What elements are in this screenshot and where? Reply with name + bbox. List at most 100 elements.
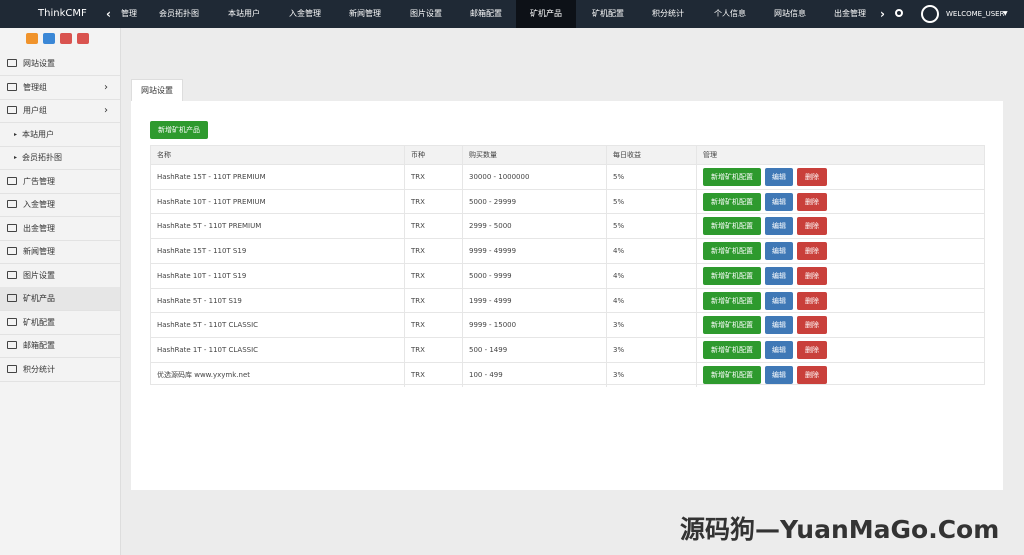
bullet: ▸ bbox=[14, 154, 18, 161]
refresh-icon[interactable] bbox=[895, 9, 903, 17]
top-tab[interactable]: 图片设置 bbox=[410, 9, 442, 18]
action-button[interactable]: 编辑 bbox=[765, 217, 793, 236]
sidebar-item[interactable]: 本站用户 ▸ bbox=[0, 123, 120, 147]
sidebar-label[interactable]: 管理组 bbox=[23, 82, 47, 92]
sidebar-item[interactable]: 图片设置 bbox=[0, 264, 120, 288]
user-name[interactable]: WELCOME_USER bbox=[946, 10, 1005, 18]
top-tab[interactable]: 管理 bbox=[121, 9, 137, 18]
sidebar-label[interactable]: 广告管理 bbox=[23, 176, 55, 186]
page-tab[interactable]: 网站设置 bbox=[131, 79, 183, 101]
action-button[interactable]: 删除 bbox=[797, 365, 827, 384]
top-tab[interactable]: 矿机产品 bbox=[516, 0, 576, 28]
action-button[interactable]: 新增矿机配置 bbox=[703, 266, 761, 285]
sidebar-label[interactable]: 入金管理 bbox=[23, 200, 55, 209]
next-arrow[interactable]: › bbox=[880, 7, 885, 21]
top-tab[interactable]: 出金管理 bbox=[834, 9, 866, 18]
sidebar-label[interactable]: 网站设置 bbox=[23, 59, 55, 68]
sidebar: 网站设置 管理组 › 用户组 › 本站用户 ▸ 会员拓扑图 ▸ 广告管理 入金管理 出金管理 新闻管理图… bbox=[0, 28, 121, 555]
table-row: HashRate 10T - 110T S19 TRX 5000 - 9999 4% 新… bbox=[151, 262, 984, 288]
top-tab[interactable]: 会员拓扑图 bbox=[159, 9, 199, 18]
sidebar-item[interactable]: 会员拓扑图 ▸ bbox=[0, 146, 120, 170]
top-tab[interactable]: 邮箱配置 bbox=[470, 9, 502, 18]
sidebar-icon bbox=[7, 270, 17, 279]
action-button[interactable]: 新增矿机配置 bbox=[703, 217, 761, 236]
action-button[interactable]: 编辑 bbox=[765, 192, 793, 211]
action-button[interactable]: 新增矿机配置 bbox=[703, 291, 761, 310]
action-button[interactable]: 编辑 bbox=[765, 316, 793, 335]
action-button[interactable]: 删除 bbox=[797, 340, 827, 359]
action-button[interactable]: 删除 bbox=[797, 192, 827, 211]
sidebar-label[interactable]: 会员拓扑图 bbox=[22, 153, 62, 162]
action-button[interactable]: 删除 bbox=[797, 291, 827, 310]
prev-arrow[interactable]: ‹ bbox=[106, 7, 111, 21]
sidebar-item[interactable]: 广告管理 bbox=[0, 170, 120, 194]
sidebar-icon bbox=[7, 364, 17, 373]
header-cell: 每日收益 bbox=[607, 146, 697, 164]
sidebar-label[interactable]: 邮箱配置 bbox=[23, 341, 55, 350]
sidebar-item[interactable]: 邮箱配置 bbox=[0, 334, 120, 358]
sidebar-item[interactable]: 出金管理 bbox=[0, 217, 120, 241]
action-button[interactable]: 编辑 bbox=[765, 291, 793, 310]
action-button[interactable]: 编辑 bbox=[765, 168, 793, 186]
top-tab[interactable]: 入金管理 bbox=[289, 9, 321, 18]
action-button[interactable]: 编辑 bbox=[765, 242, 793, 261]
sidebar-item[interactable]: 矿机产品 bbox=[0, 287, 120, 311]
action-button[interactable]: 新增矿机配置 bbox=[703, 192, 761, 211]
action-button[interactable]: 新增矿机配置 bbox=[703, 340, 761, 359]
table-cell: 1999 - 4999 bbox=[463, 288, 607, 313]
action-button[interactable]: 新增矿机配置 bbox=[703, 365, 761, 384]
action-button[interactable]: 新增矿机配置 bbox=[703, 242, 761, 261]
sidebar-label[interactable]: 新闻管理 bbox=[23, 247, 55, 256]
doc-btn[interactable] bbox=[43, 33, 55, 44]
action-button[interactable]: 删除 bbox=[797, 217, 827, 236]
sidebar-label[interactable]: 图片设置 bbox=[23, 270, 55, 280]
table-row: HashRate 10T - 110T PREMIUM TRX 5000 - 299… bbox=[151, 188, 984, 214]
action-button[interactable]: 编辑 bbox=[765, 365, 793, 384]
sidebar-label[interactable]: 本站用户 bbox=[22, 129, 54, 139]
sidebar-icon bbox=[7, 200, 17, 208]
sidebar-icon bbox=[7, 176, 17, 185]
sidebar-label[interactable]: 出金管理 bbox=[23, 223, 55, 233]
table-header: 名称 币种 购买数量 每日收益 管理 bbox=[151, 146, 984, 164]
top-tab[interactable]: 本站用户 bbox=[228, 9, 260, 18]
action-button[interactable]: 新增矿机配置 bbox=[703, 316, 761, 335]
top-tab[interactable]: 矿机配置 bbox=[592, 9, 624, 18]
sidebar-item[interactable]: 入金管理 bbox=[0, 193, 120, 217]
sidebar-label[interactable]: 矿机产品 bbox=[23, 294, 55, 303]
sidebar-item[interactable]: 积分统计 bbox=[0, 358, 120, 382]
sidebar-item[interactable]: 网站设置 bbox=[0, 52, 120, 76]
action-button[interactable]: 删除 bbox=[797, 242, 827, 261]
brand: ThinkCMF bbox=[38, 8, 87, 19]
top-tab[interactable]: 新闻管理 bbox=[349, 9, 381, 18]
table-cell: 100 - 499 bbox=[463, 362, 607, 387]
header-cell: 管理 bbox=[703, 151, 717, 159]
top-tab[interactable]: 积分统计 bbox=[652, 9, 684, 18]
top-tab[interactable]: 网站信息 bbox=[774, 9, 806, 18]
sidebar-item[interactable]: 矿机配置 bbox=[0, 311, 120, 335]
sidebar-label[interactable]: 用户组 bbox=[23, 106, 47, 115]
sidebar-item[interactable]: 管理组 › bbox=[0, 76, 120, 100]
action-button[interactable]: 删除 bbox=[797, 266, 827, 285]
sidebar-label[interactable]: 矿机配置 bbox=[23, 317, 55, 327]
table-cell: 4% bbox=[607, 263, 697, 288]
add-button[interactable]: 新增矿机产品 bbox=[150, 121, 208, 139]
trash-btn[interactable] bbox=[60, 33, 72, 44]
avatar[interactable] bbox=[921, 5, 939, 23]
action-button[interactable]: 新增矿机配置 bbox=[703, 168, 761, 186]
recycle-btn[interactable] bbox=[77, 33, 89, 44]
table-row: HashRate 5T - 110T S19 TRX 1999 - 4999 4% 新增… bbox=[151, 287, 984, 313]
action-button[interactable]: 编辑 bbox=[765, 340, 793, 359]
sidebar-item[interactable]: 新闻管理 bbox=[0, 240, 120, 264]
action-button[interactable]: 删除 bbox=[797, 316, 827, 335]
sidebar-item[interactable]: 用户组 › bbox=[0, 99, 120, 123]
top-tab[interactable]: 个人信息 bbox=[714, 9, 746, 18]
table-row: HashRate 15T - 110T PREMIUM TRX 30000 - 10… bbox=[151, 164, 984, 189]
action-button[interactable]: 编辑 bbox=[765, 266, 793, 285]
home-btn[interactable] bbox=[26, 33, 38, 44]
sidebar-label[interactable]: 积分统计 bbox=[23, 364, 55, 374]
action-button[interactable]: 删除 bbox=[797, 168, 827, 186]
table-cell: 2999 - 5000 bbox=[463, 214, 607, 239]
table: 名称 币种 购买数量 每日收益 管理 HashRate 15T - 110T PREMIU… bbox=[150, 145, 985, 387]
table-cell: 3% bbox=[607, 362, 697, 387]
